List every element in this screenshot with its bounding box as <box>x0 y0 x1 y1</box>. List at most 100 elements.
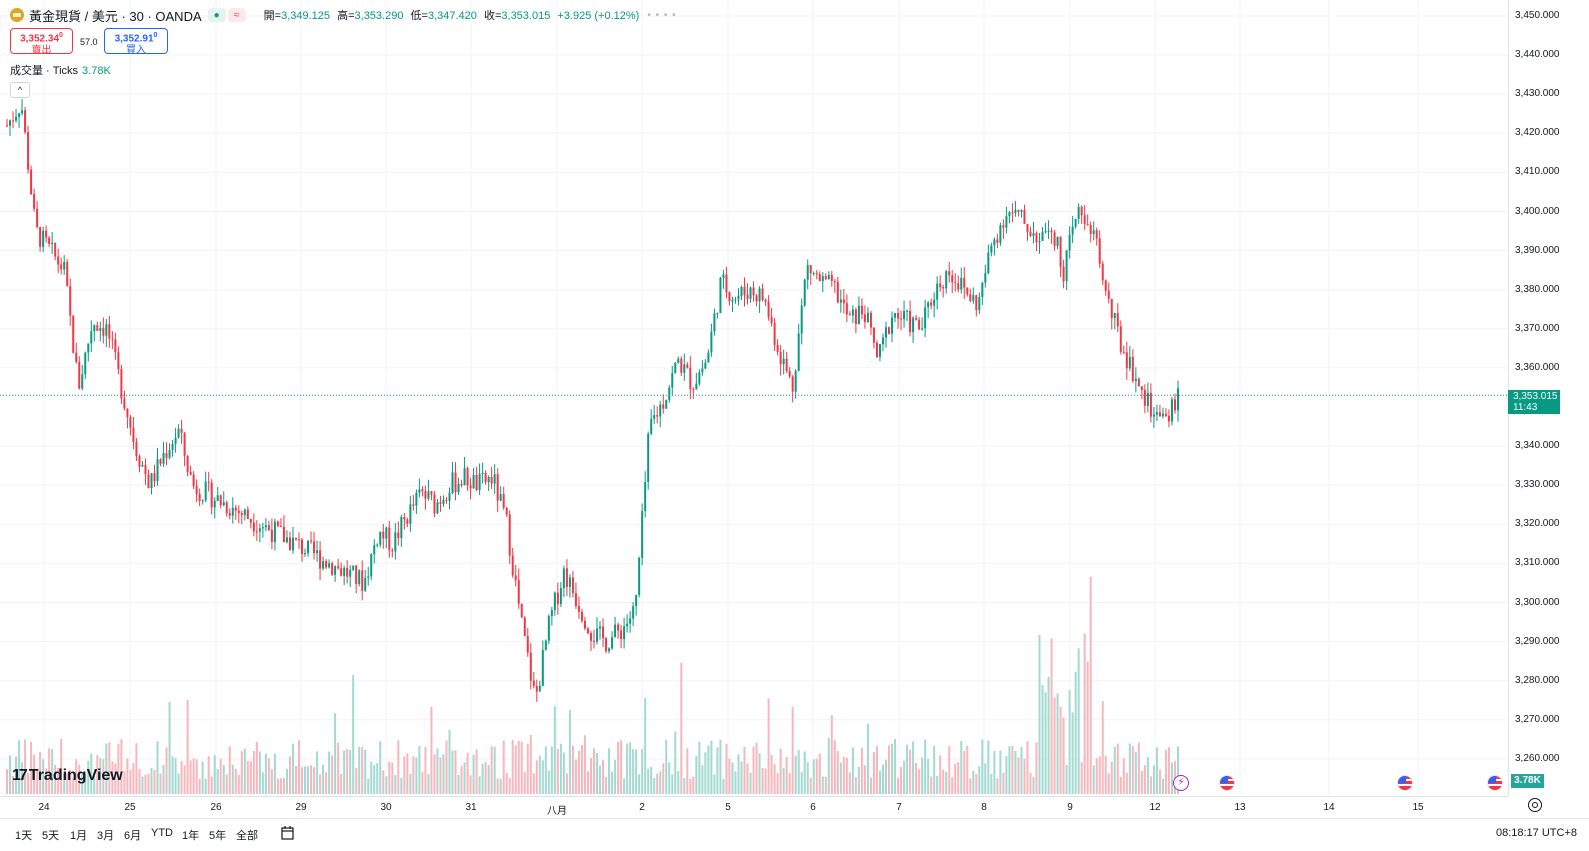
volume-bar <box>538 755 541 794</box>
candle-body <box>833 280 836 282</box>
volume-bar <box>710 740 713 794</box>
candle-body <box>267 525 270 530</box>
candle-body <box>854 309 857 325</box>
clock-timezone[interactable]: 08:18:17 UTC+8 <box>1495 827 1577 839</box>
volume-bar <box>583 735 586 794</box>
volume-bar <box>1029 772 1032 794</box>
buy-button[interactable]: 3,352.910 買入 <box>104 28 168 56</box>
candle-body <box>192 474 195 487</box>
volume-bar <box>418 746 421 794</box>
candle-body <box>147 474 150 489</box>
volume-legend[interactable]: 成交量 · Ticks 3.78K <box>10 62 111 78</box>
candle-body <box>1011 212 1014 214</box>
volume-bar <box>36 770 39 794</box>
volume-bar <box>478 776 481 794</box>
range-1m-button[interactable]: 1月 <box>70 830 88 842</box>
range-1y-button[interactable]: 1年 <box>182 830 200 842</box>
volume-bar <box>427 774 430 794</box>
volume-bar <box>746 763 749 794</box>
candle-body <box>51 242 54 244</box>
candle-body <box>1005 216 1008 228</box>
volume-bar <box>1098 756 1101 794</box>
candle-body <box>204 481 207 501</box>
volume-bar <box>394 775 397 794</box>
volume-bar <box>1020 746 1023 794</box>
candle-body <box>291 537 294 551</box>
volume-bar <box>1170 762 1173 794</box>
volume-bar <box>860 747 863 794</box>
time-axis[interactable]: 24 25 26 29 30 31 八月 2 5 6 7 8 9 12 13 14 15 <box>0 796 1508 819</box>
candle-body <box>571 577 574 594</box>
range-1d-button[interactable]: 1天 <box>15 830 33 842</box>
volume-bar <box>1035 742 1038 794</box>
us-flag-event-icon[interactable] <box>1219 775 1235 791</box>
chart-pane[interactable] <box>0 0 1508 796</box>
volume-bar <box>406 753 409 794</box>
volume-bar <box>261 772 264 794</box>
candle-body <box>370 554 373 577</box>
candle-body <box>909 310 912 333</box>
candle-body <box>836 281 839 303</box>
volume-bar <box>141 776 144 794</box>
range-3m-button[interactable]: 3月 <box>97 830 115 842</box>
volume-bar <box>502 740 505 794</box>
price-chart[interactable] <box>0 0 1508 796</box>
volume-bar <box>978 766 981 794</box>
candle-body <box>1167 415 1170 422</box>
volume-bar <box>589 757 592 794</box>
volume-bar <box>1059 706 1062 794</box>
volume-bar <box>457 774 460 794</box>
spread-value: 57.0 <box>80 37 98 47</box>
volume-bar <box>574 759 577 794</box>
volume-bar <box>249 761 252 794</box>
calendar-range-icon[interactable] <box>281 825 295 841</box>
ohlc-values: 開=3,349.125 高=3,353.290 低=3,347.420 收=3,… <box>264 7 640 23</box>
range-5d-button[interactable]: 5天 <box>42 830 60 842</box>
volume-bar <box>650 766 653 794</box>
price-axis-label: 3,290.000 <box>1515 635 1560 647</box>
data-delay-icon[interactable]: ≈ <box>227 8 246 22</box>
volume-bar <box>301 767 304 794</box>
range-all-button[interactable]: 全部 <box>236 830 258 842</box>
candle-body <box>608 648 611 652</box>
us-flag-event-icon[interactable] <box>1487 775 1503 791</box>
range-5y-button[interactable]: 5年 <box>209 830 227 842</box>
volume-bar <box>1146 757 1149 794</box>
volume-bar <box>1149 776 1152 794</box>
more-dots-icon[interactable]: • • • • <box>647 9 677 21</box>
candle-body <box>418 489 421 493</box>
candle-body <box>210 482 213 508</box>
us-flag-event-icon[interactable] <box>1397 775 1413 791</box>
candle-body <box>785 358 788 371</box>
range-6m-button[interactable]: 6月 <box>124 830 142 842</box>
volume-bar <box>216 769 219 794</box>
market-open-icon[interactable]: ● <box>207 8 226 22</box>
volume-bar <box>833 740 836 794</box>
volume-bar <box>689 778 692 794</box>
candle-body <box>933 299 936 306</box>
volume-bar <box>469 775 472 794</box>
candle-body <box>623 626 626 640</box>
range-ytd-button[interactable]: YTD <box>151 827 173 839</box>
volume-bar <box>349 749 352 794</box>
volume-bar <box>824 776 827 794</box>
candle-body <box>69 286 72 316</box>
candle-body <box>1143 390 1146 406</box>
candle-body <box>1095 230 1098 239</box>
volume-bar <box>135 743 138 794</box>
candle-body <box>559 588 562 605</box>
symbol-title[interactable]: 黃金現貨 / 美元 · 30 · OANDA <box>29 8 202 24</box>
sell-button[interactable]: 3,352.340 賣出 <box>10 28 73 56</box>
volume-bar <box>580 745 583 794</box>
candle-body <box>713 313 716 332</box>
collapse-legend-button[interactable]: ^ <box>10 82 30 98</box>
candle-body <box>436 502 439 514</box>
tradingview-logo[interactable]: 17 TradingView <box>12 767 123 785</box>
flash-event-icon[interactable]: ⚡ <box>1173 775 1189 791</box>
candle-body <box>767 301 770 317</box>
candle-body <box>743 286 746 295</box>
settings-gear-icon[interactable] <box>1528 798 1542 812</box>
candle-body <box>577 606 580 612</box>
volume-bar <box>1053 697 1056 794</box>
volume-bar <box>162 764 165 794</box>
